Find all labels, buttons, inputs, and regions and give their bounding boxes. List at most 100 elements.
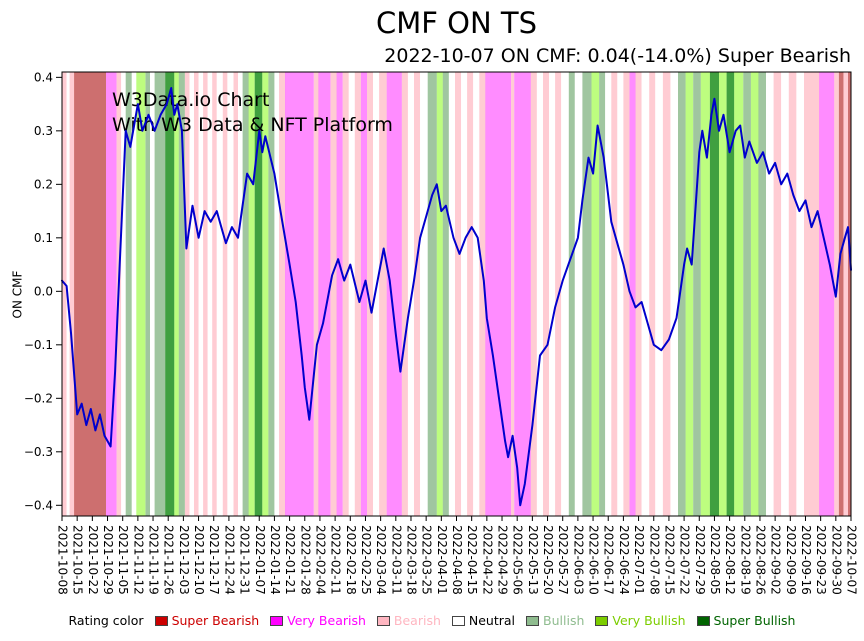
rating-band-bullish (145, 72, 151, 516)
rating-band-very-bearish (514, 72, 531, 516)
legend-item-neutral: Neutral (451, 613, 516, 628)
rating-band-bearish (184, 72, 190, 516)
x-tick-label: 2021-11-19 (147, 525, 161, 595)
rating-band-bullish (154, 72, 166, 516)
x-tick-label: 2022-04-01 (435, 525, 449, 595)
rating-band-bearish (662, 72, 671, 516)
rating-band-very-bearish (285, 72, 314, 516)
x-tick-label: 2022-01-14 (268, 525, 282, 595)
rating-band-neutral (216, 72, 223, 516)
rating-band-very-bearish (819, 72, 835, 516)
watermark-line2: With W3 Data & NFT Platform (112, 114, 393, 136)
x-tick-label: 2021-10-08 (56, 525, 70, 595)
rating-band-neutral (189, 72, 195, 516)
x-tick-label: 2022-01-28 (298, 525, 312, 595)
legend-label-text: Neutral (468, 613, 516, 628)
x-tick-label: 2022-09-09 (784, 525, 798, 595)
legend-item-very-bullish: Very Bullish (595, 613, 686, 628)
rating-band-bullish (568, 72, 575, 516)
rating-band-bullish (758, 72, 766, 516)
x-tick-label: 2022-05-27 (556, 525, 570, 595)
x-tick-label: 2022-01-07 (253, 525, 267, 595)
rating-band-bearish (367, 72, 374, 516)
rating-band-bearish (69, 72, 75, 516)
x-tick-label: 2021-10-22 (86, 525, 100, 595)
rating-band-bullish (693, 72, 701, 516)
rating-band-neutral (473, 72, 480, 516)
rating-band-bullish (599, 72, 606, 516)
rating-band-bearish (279, 72, 286, 516)
rating-band-super-bearish (838, 72, 844, 516)
y-tick-label: 0.0 (34, 284, 53, 298)
rating-band-very-bullish (750, 72, 759, 516)
rating-band-bullish (442, 72, 449, 516)
rating-band-bearish (635, 72, 642, 516)
rating-band-neutral (238, 72, 243, 516)
rating-band-very-bearish (360, 72, 367, 516)
legend-item-super-bearish: Super Bearish (154, 613, 259, 628)
x-tick-label: 2022-10-07 (845, 525, 859, 595)
x-tick-label: 2022-02-11 (329, 525, 343, 595)
rating-band-very-bullish (136, 72, 146, 516)
rating-band-bearish (467, 72, 474, 516)
x-tick-label: 2022-08-05 (708, 525, 722, 595)
y-tick-label: 0.1 (34, 231, 53, 245)
x-tick-label: 2022-07-08 (647, 525, 661, 595)
legend-item-very-bearish: Very Bearish (270, 613, 366, 628)
x-tick-label: 2022-09-16 (799, 525, 813, 595)
x-tick-label: 2021-12-03 (177, 525, 191, 595)
x-tick-label: 2022-02-04 (313, 525, 327, 595)
rating-band-bearish (379, 72, 387, 516)
rating-band-neutral (461, 72, 468, 516)
rating-band-bearish (330, 72, 337, 516)
rating-band-neutral (574, 72, 583, 516)
x-tick-label: 2022-09-30 (829, 525, 843, 595)
rating-band-super-bullish (254, 72, 263, 516)
x-tick-label: 2022-03-25 (420, 525, 434, 595)
rating-band-very-bullish (262, 72, 269, 516)
rating-band-neutral (670, 72, 678, 516)
rating-band-neutral (655, 72, 663, 516)
x-tick-label: 2022-06-10 (587, 525, 601, 595)
x-tick-label: 2022-02-18 (344, 525, 358, 595)
rating-band-very-bearish (485, 72, 512, 516)
rating-band-neutral (605, 72, 612, 516)
x-tick-label: 2022-08-19 (738, 525, 752, 595)
legend-item-super-bullish: Super Bullish (696, 613, 796, 628)
chart-subtitle: 2022-10-07 ON CMF: 0.04(-14.0%) Super Be… (384, 45, 851, 67)
legend-label-text: Super Bullish (713, 613, 796, 628)
rating-band-neutral (766, 72, 774, 516)
rating-band-very-bullish (248, 72, 255, 516)
x-tick-label: 2021-10-29 (101, 525, 115, 595)
rating-band-bearish (623, 72, 630, 516)
legend-swatch-bearish (376, 615, 390, 626)
rating-band-bearish (414, 72, 421, 516)
rating-band-bearish (804, 72, 820, 516)
rating-band-very-bearish (386, 72, 402, 516)
x-tick-label: 2022-01-21 (283, 525, 297, 595)
x-tick-label: 2022-03-04 (374, 525, 388, 595)
x-tick-label: 2021-12-24 (222, 525, 236, 595)
x-tick-label: 2022-04-08 (450, 525, 464, 595)
x-tick-label: 2022-08-26 (753, 525, 767, 595)
rating-band-bearish (649, 72, 656, 516)
rating-legend: Rating color Super Bearish Very Bearish Be… (0, 613, 864, 628)
legend-item-bearish: Bearish (376, 613, 441, 628)
x-tick-label: 2022-04-22 (480, 525, 494, 595)
x-tick-label: 2021-10-15 (71, 525, 85, 595)
rating-band-bearish (222, 72, 228, 516)
rating-band-bullish (268, 72, 275, 516)
rating-band-bearish (479, 72, 486, 516)
rating-band-very-bearish (106, 72, 117, 516)
legend-swatch-very-bearish (270, 615, 284, 626)
legend-title: Rating color (68, 613, 144, 628)
x-tick-label: 2021-12-10 (192, 525, 206, 595)
y-tick-label: 0.4 (34, 70, 53, 84)
rating-band-super-bullish (165, 72, 175, 516)
x-tick-label: 2022-04-29 (496, 525, 510, 595)
legend-label-text: Bearish (393, 613, 441, 628)
rating-band-bearish (401, 72, 408, 516)
rating-band-neutral (561, 72, 569, 516)
rating-band-neutral (796, 72, 804, 516)
